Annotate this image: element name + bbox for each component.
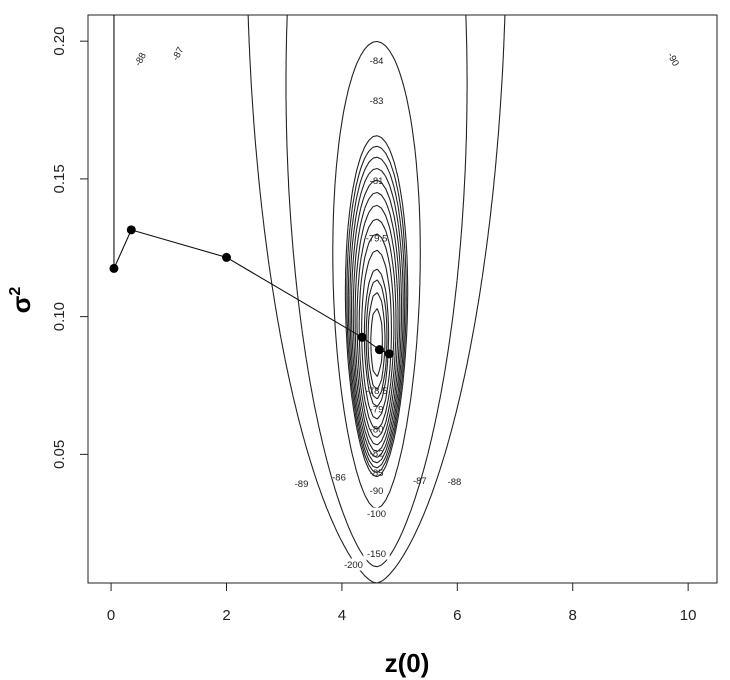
contour-label-background: [366, 484, 387, 497]
contour-label: -88: [448, 477, 462, 488]
optimization-point: [357, 332, 367, 342]
contour-label-background: [291, 477, 312, 490]
contour-label: -79: [370, 404, 384, 415]
contour-line: [354, 204, 399, 446]
contour-line: [350, 179, 403, 458]
contour-label: -100: [367, 509, 386, 520]
contour-line: [361, 249, 392, 420]
optimization-point: [221, 252, 231, 262]
y-axis-title-sigma: σ: [6, 295, 36, 313]
contour-line: [346, 145, 407, 473]
contour-label: -150: [367, 549, 386, 560]
x-tick-label: 0: [107, 607, 115, 624]
contour-label: -90: [370, 486, 384, 497]
x-tick-label: 6: [453, 607, 461, 624]
x-tick-label: 2: [222, 607, 230, 624]
y-tick-label: 0.15: [51, 164, 68, 193]
y-axis-title-superscript: 2: [7, 287, 24, 296]
contour-label-background: [363, 547, 390, 560]
optimization-point: [384, 349, 394, 359]
contour-label: -85: [370, 468, 384, 479]
contour-label: -86: [332, 472, 346, 483]
contour-label-background: [409, 474, 431, 487]
contour-label: -83: [370, 96, 384, 107]
contour-label: -200: [344, 560, 363, 571]
contour-line: [352, 191, 401, 453]
x-tick-label: 8: [569, 607, 577, 624]
contour-label-background: [328, 470, 350, 483]
contour-line: [349, 167, 404, 464]
y-tick-label: 0.05: [51, 440, 68, 469]
contour-line: [358, 233, 395, 430]
x-tick-label: 10: [680, 607, 697, 624]
optimization-point: [126, 225, 136, 235]
contour-label-background: [360, 232, 393, 245]
x-axis-title: z(0): [385, 648, 430, 678]
contour-label: -80: [370, 425, 384, 436]
y-tick-label: 0.10: [51, 302, 68, 331]
contour-label-background: [444, 475, 465, 488]
contour-label-background: [366, 94, 387, 107]
x-tick-label: 4: [338, 607, 346, 624]
contour-line: [356, 218, 397, 439]
y-axis-title: σ2: [6, 287, 36, 314]
contour-line: [367, 292, 386, 390]
contour-line: [370, 308, 383, 377]
contour-label-background: [363, 507, 390, 520]
optimization-point: [109, 263, 119, 273]
contour-label: -89: [295, 479, 309, 490]
contour-line: [365, 279, 388, 400]
contour-line: [285, 15, 468, 568]
y-tick-label: 0.20: [51, 27, 68, 56]
contour-line: [344, 135, 409, 478]
contour-label-background: [366, 446, 387, 459]
optimization-point: [374, 345, 384, 355]
contour-label-background: [366, 54, 387, 67]
contour-label: -82: [370, 448, 384, 459]
contour-label: -81: [370, 176, 384, 187]
contour-line: [363, 268, 390, 407]
contour-label: -79.5: [366, 234, 388, 245]
contour-line: [247, 15, 506, 583]
contour-label-background: [340, 558, 367, 571]
plot-frame: [87, 14, 718, 584]
contour-label: -78.5: [366, 386, 388, 397]
contour-line: [347, 156, 406, 469]
svg-text:σ2: σ2: [6, 287, 36, 314]
contour-label: -84: [370, 56, 384, 67]
